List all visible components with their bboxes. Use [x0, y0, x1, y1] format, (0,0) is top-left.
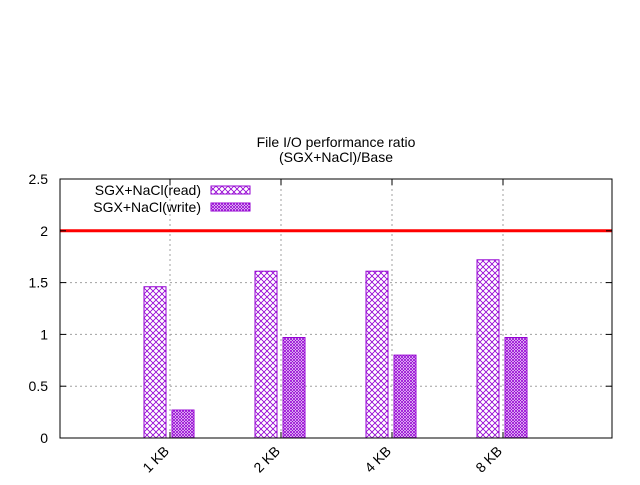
- grid: [60, 179, 612, 438]
- bar: [393, 354, 417, 439]
- bar: [171, 409, 195, 439]
- y-tick-label: 2.5: [29, 171, 49, 187]
- x-tick-label: 2 KB: [250, 443, 283, 476]
- y-tick-label: 1.5: [29, 275, 49, 291]
- legend: SGX+NaCl(read)SGX+NaCl(write): [93, 182, 251, 215]
- bar: [282, 337, 306, 439]
- chart-subtitle: (SGX+NaCl)/Base: [279, 149, 393, 165]
- plot-frame: [59, 178, 613, 439]
- x-tick-label: 4 KB: [361, 443, 394, 476]
- chart-title: File I/O performance ratio: [257, 134, 416, 150]
- y-tick-label: 2: [40, 223, 48, 239]
- x-tick-label: 1 KB: [139, 443, 172, 476]
- bar: [143, 286, 167, 439]
- bars: [143, 259, 528, 439]
- y-tick-label: 1: [40, 326, 48, 342]
- bar: [504, 337, 528, 439]
- legend-swatch: [210, 202, 251, 212]
- legend-label: SGX+NaCl(read): [95, 182, 201, 198]
- bar: [254, 270, 278, 439]
- bar: [476, 259, 500, 439]
- y-tick-label: 0.5: [29, 378, 49, 394]
- x-tick-label: 8 KB: [472, 443, 505, 476]
- legend-label: SGX+NaCl(write): [93, 199, 201, 215]
- legend-swatch: [210, 185, 251, 195]
- y-tick-label: 0: [40, 430, 48, 446]
- bar: [365, 270, 389, 439]
